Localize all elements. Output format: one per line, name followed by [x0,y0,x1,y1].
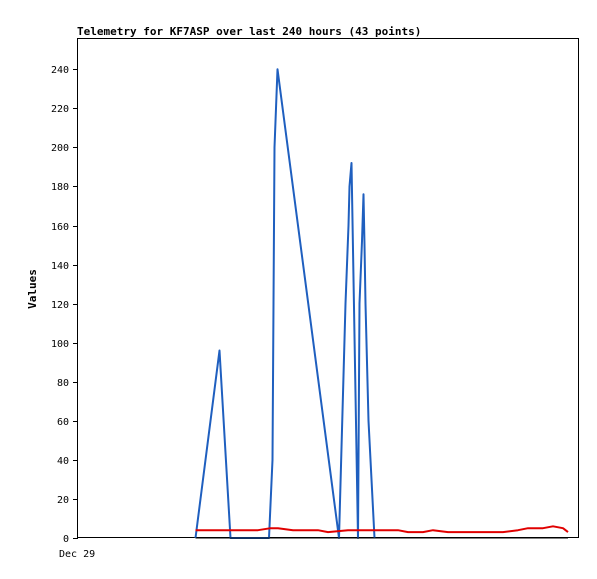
y-axis: 0 20 40 60 80 100 120 140 160 180 200 220 240 [51,65,78,545]
y-tick-label: 60 [57,417,69,428]
series-layer [194,68,569,539]
x-tick-label: Dec 29 [59,549,95,560]
y-tick-label: 120 [51,300,69,311]
chart-title: Telemetry for KF7ASP over last 240 hours… [77,25,421,38]
y-axis-label: Values [26,269,39,309]
y-tick-label: 180 [51,182,69,193]
plot-area [77,38,579,538]
y-tick-label: 240 [51,65,69,76]
series-line-1 [194,68,376,539]
y-tick-label: 160 [51,222,69,233]
y-tick-label: 80 [57,378,69,389]
y-tick-label: 100 [51,339,69,350]
y-tick-label: 40 [57,456,69,467]
y-tick-label: 200 [51,143,69,154]
series-line-2 [195,525,569,534]
x-axis: Dec 29 [59,549,95,560]
y-tick-label: 140 [51,261,69,272]
y-tick-label: 20 [57,495,69,506]
y-tick-label: 220 [51,104,69,115]
y-tick-label: 0 [63,534,69,545]
